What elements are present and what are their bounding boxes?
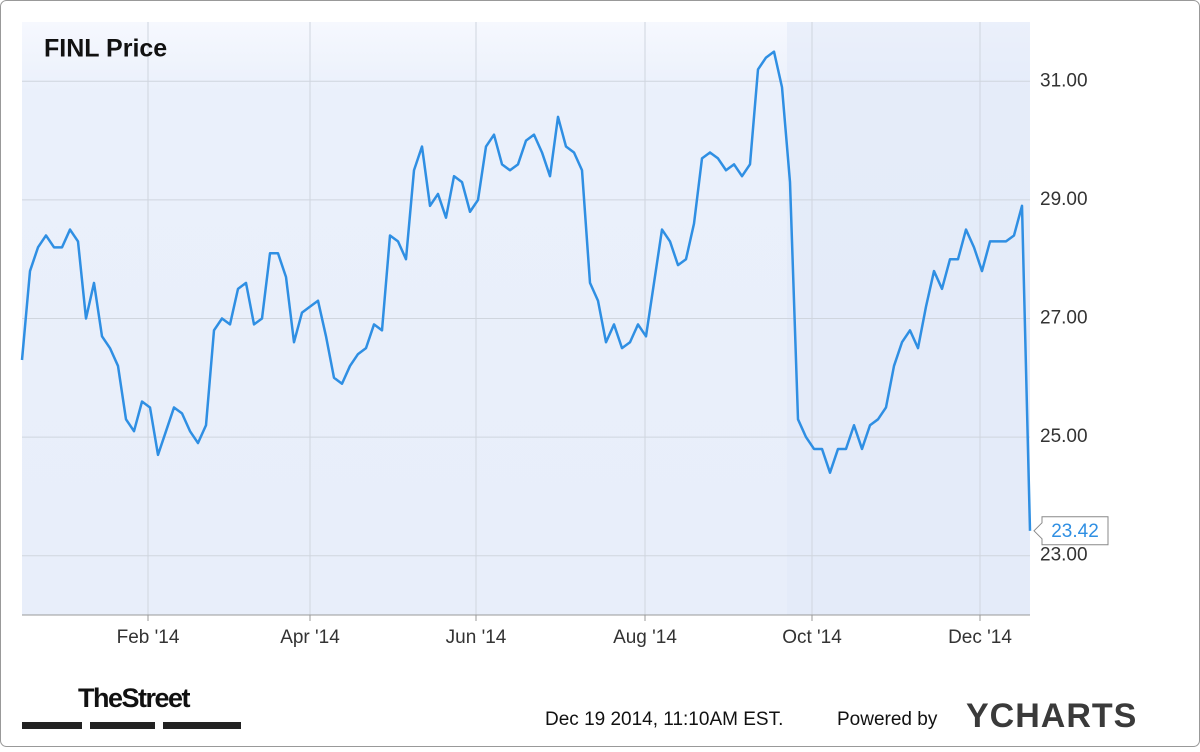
x-tick-label: Aug '14 <box>613 627 677 648</box>
publisher-logo: TheStreet <box>78 683 191 713</box>
value-callout <box>1033 516 1109 546</box>
y-tick-label: 27.00 <box>1040 308 1088 329</box>
value-label: 23.42 <box>1051 521 1099 542</box>
chart-title: FINL Price <box>44 35 167 63</box>
x-tick-label: Feb '14 <box>117 627 180 648</box>
logo-bar <box>22 722 82 729</box>
x-tick-label: Oct '14 <box>782 627 842 648</box>
price-line <box>20 50 1032 531</box>
timestamp: Dec 19 2014, 11:10AM EST. <box>545 709 783 730</box>
brand-logo: YCHARTS <box>966 697 1137 735</box>
logo-bar <box>163 722 241 729</box>
powered-by: Powered by <box>837 709 938 730</box>
y-tick-label: 31.00 <box>1040 70 1088 91</box>
x-tick-label: Dec '14 <box>948 627 1012 648</box>
x-tick-label: Jun '14 <box>446 627 507 648</box>
x-tick-label: Apr '14 <box>280 627 340 648</box>
y-tick-label: 23.00 <box>1040 545 1088 566</box>
y-tick-label: 25.00 <box>1040 426 1088 447</box>
logo-bar <box>90 722 155 729</box>
y-tick-label: 29.00 <box>1040 189 1088 210</box>
